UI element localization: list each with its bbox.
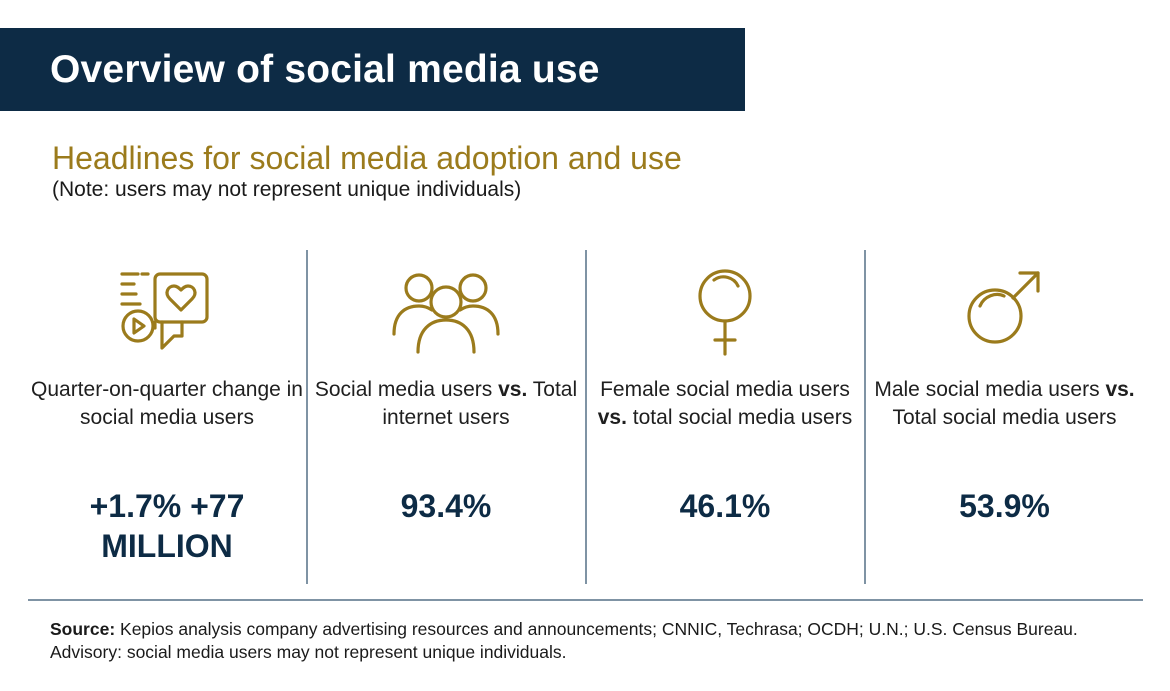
male-symbol-icon bbox=[950, 268, 1060, 358]
stat-value: 93.4% bbox=[400, 488, 492, 524]
stat-value: +1.7% +77 MILLION bbox=[89, 488, 245, 564]
column-divider bbox=[585, 250, 587, 584]
social-chat-icon bbox=[112, 268, 222, 358]
column-divider bbox=[864, 250, 866, 584]
stat-label: Female social media users vs. total soci… bbox=[597, 378, 853, 429]
stat-label: Social media users vs. Total internet us… bbox=[314, 378, 578, 429]
stat-social-vs-internet: Social media users vs. Total internet us… bbox=[308, 248, 584, 584]
stat-qoq-change: Quarter-on-quarter change in social medi… bbox=[28, 248, 306, 584]
note: (Note: users may not represent unique in… bbox=[52, 178, 522, 201]
source-note: Source: Kepios analysis company advertis… bbox=[50, 619, 1078, 662]
stat-female-share: Female social media users vs. total soci… bbox=[587, 248, 863, 584]
subtitle: Headlines for social media adoption and … bbox=[52, 140, 682, 176]
stat-label: Quarter-on-quarter change in social medi… bbox=[31, 378, 303, 429]
stat-label: Male social media users vs. Total social… bbox=[874, 378, 1135, 429]
users-group-icon bbox=[391, 268, 501, 358]
stat-male-share: Male social media users vs. Total social… bbox=[866, 248, 1143, 584]
stats-panel: Quarter-on-quarter change in social medi… bbox=[28, 248, 1143, 584]
female-symbol-icon bbox=[670, 268, 780, 358]
column-divider bbox=[306, 250, 308, 584]
title-bar: Overview of social media use bbox=[0, 28, 745, 111]
footer-divider bbox=[28, 599, 1143, 601]
page-title: Overview of social media use bbox=[50, 47, 600, 91]
stat-value: 53.9% bbox=[959, 488, 1050, 524]
stat-value: 46.1% bbox=[679, 488, 771, 524]
